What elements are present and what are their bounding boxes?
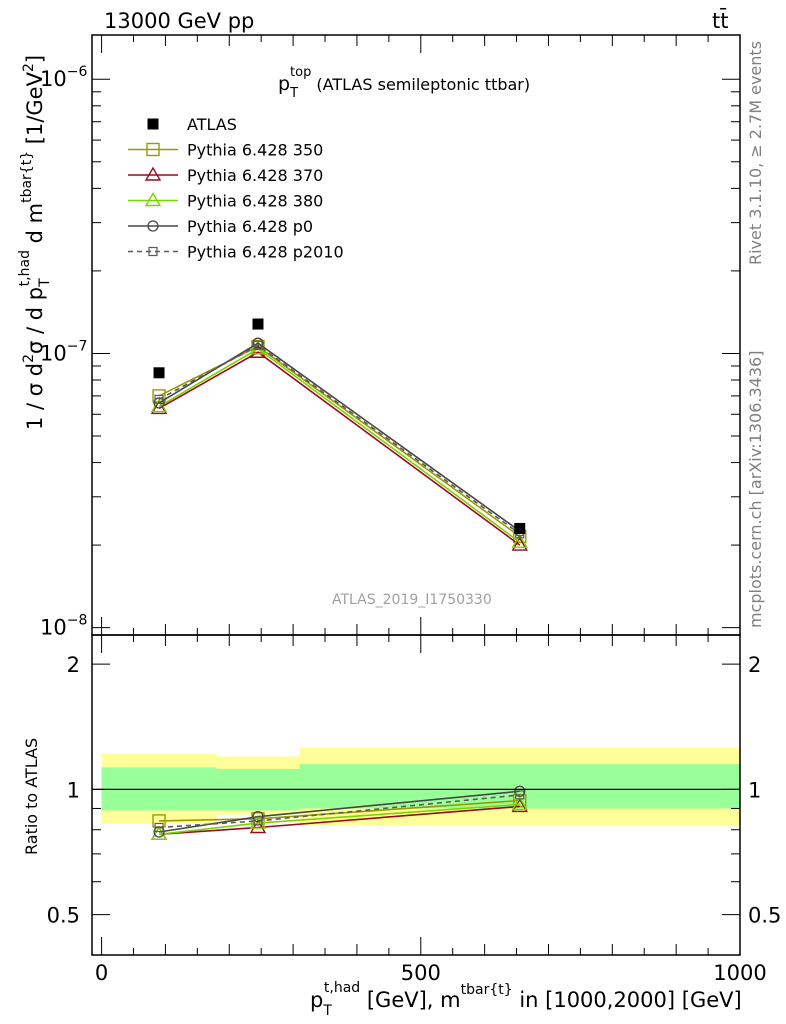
legend-marker-3 — [144, 192, 162, 207]
main-series-marker-2 — [511, 533, 528, 548]
ratio-series-marker-4 — [154, 822, 164, 833]
ratio-series-marker-2 — [511, 796, 528, 811]
main-y-tick-label: 10−6 — [40, 64, 87, 91]
legend: ATLAS Pythia 6.428 350 Pythia 6.428 370 Pyt… — [128, 115, 344, 262]
ratio-series-marker-2 — [150, 825, 168, 841]
main-series-line-1 — [158, 351, 521, 546]
ratio-series-line-4 — [158, 794, 520, 829]
legend-label-5: Pythia 6.428 p2010 — [187, 243, 344, 262]
ratio-y-tick-label-right: 1 — [748, 778, 761, 802]
atlas-data-point — [252, 318, 264, 330]
plot-title-sub: T — [289, 86, 298, 101]
legend-marker-2 — [144, 166, 162, 181]
ratio-series-line-0 — [159, 799, 520, 822]
ratio-series-line-2 — [158, 803, 520, 836]
legend-marker-0 — [147, 118, 159, 130]
plot-title-p: p — [278, 73, 290, 95]
ratio-series-marker-4 — [515, 790, 525, 800]
legend-marker-4 — [147, 220, 159, 232]
plot-title-sup: top — [290, 65, 311, 80]
plot-title: pTtop (ATLAS semileptonic ttbar) — [278, 65, 530, 101]
main-series-marker-1 — [511, 536, 528, 551]
process-label: tt̄ — [712, 8, 728, 33]
legend-marker-5 — [148, 246, 158, 257]
ratio-series-marker-3 — [514, 785, 526, 797]
ratio-series-marker-1 — [249, 819, 267, 834]
main-series-group — [150, 318, 528, 551]
main-series-marker-4 — [154, 394, 164, 404]
main-series-line-4 — [158, 344, 521, 535]
main-series-marker-1 — [150, 400, 168, 415]
rivet-version-label: Rivet 3.1.10, ≥ 2.7M events — [746, 41, 765, 265]
atlas-data-point — [514, 522, 526, 534]
ratio-y-tick-label-left: 2 — [67, 653, 80, 677]
main-y-tick-label: 10−8 — [40, 613, 87, 640]
ratio-plot-frame — [91, 634, 741, 956]
analysis-watermark: ATLAS_2019_I1750330 — [332, 592, 492, 608]
y-axis-label-ratio: Ratio to ATLAS — [22, 738, 41, 855]
main-series-marker-4 — [253, 340, 263, 350]
legend-label-3: Pythia 6.428 380 — [187, 192, 323, 211]
legend-label-0: ATLAS — [187, 115, 237, 134]
ratio-y-tick-label-left: 0.5 — [47, 904, 80, 928]
legend-marker-1 — [146, 142, 160, 157]
ratio-series-group — [150, 785, 528, 841]
y-axis-label-main: 1 / σ d2σ / d pTt,had d mtbar{t} [1/GeV2… — [17, 55, 53, 430]
main-y-tick-label: 10−7 — [40, 338, 87, 365]
ratio-series-marker-4 — [253, 816, 263, 826]
mcplots-label: mcplots.cern.ch [arXiv:1306.3436] — [746, 351, 765, 628]
axis-ticks: 10−6 10−7 10−8 2 2 1 1 0.5 0.5 0 500 1000 — [40, 35, 781, 985]
main-series-marker-3 — [252, 337, 264, 349]
legend-label-1: Pythia 6.428 350 — [187, 141, 323, 160]
ratio-y-tick-label-right: 2 — [748, 653, 761, 677]
x-tick-label: 1000 — [713, 961, 766, 985]
ratio-y-tick-label-right: 0.5 — [748, 904, 781, 928]
legend-label-2: Pythia 6.428 370 — [187, 166, 323, 185]
legend-label-4: Pythia 6.428 p0 — [187, 217, 313, 236]
ratio-y-tick-label-left: 1 — [67, 778, 80, 802]
x-tick-label: 0 — [95, 961, 108, 985]
x-tick-label: 500 — [401, 961, 441, 985]
x-axis-label: pTt,had [GeV], mtbar{t} in [1000,2000] [… — [310, 980, 742, 1019]
main-series-line-3 — [158, 342, 521, 532]
energy-label: 13000 GeV pp — [104, 9, 254, 33]
plot-title-rest: (ATLAS semileptonic ttbar) — [311, 75, 530, 94]
main-series-marker-3 — [153, 397, 165, 409]
atlas-data-point — [153, 367, 165, 379]
